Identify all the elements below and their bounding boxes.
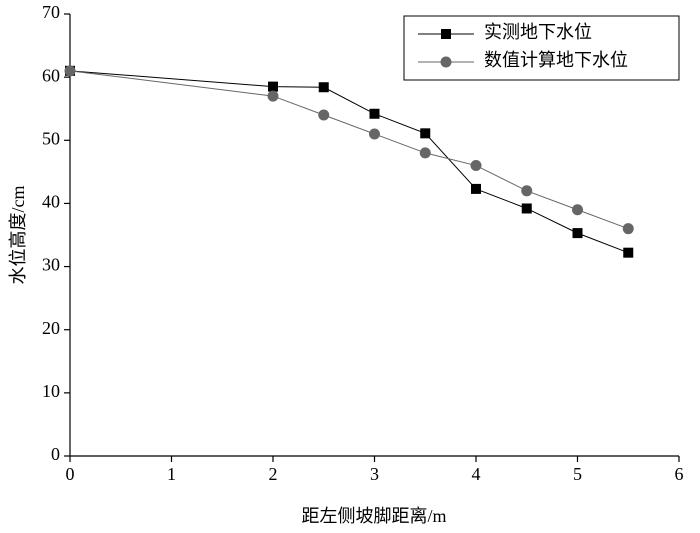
data-point	[572, 228, 583, 239]
x-tick-label: 2	[269, 464, 278, 484]
x-tick-label: 1	[167, 464, 176, 484]
legend-label: 数值计算地下水位	[484, 50, 628, 70]
legend-label: 实测地下水位	[484, 22, 592, 42]
data-point	[318, 82, 329, 93]
legend-box	[403, 15, 680, 81]
data-point	[521, 185, 533, 197]
x-tick-label: 4	[472, 464, 481, 484]
data-point	[572, 204, 583, 216]
y-tick-label: 20	[42, 318, 60, 338]
data-point	[268, 81, 278, 92]
legend-marker	[440, 56, 452, 68]
y-tick-label: 40	[42, 192, 60, 212]
data-point	[471, 183, 481, 194]
series-line	[69, 70, 629, 254]
y-tick-label: 60	[42, 65, 60, 85]
x-tick-label: 5	[573, 464, 582, 484]
data-point	[369, 108, 380, 119]
data-point	[420, 128, 431, 139]
data-point	[622, 223, 634, 235]
data-point	[623, 247, 634, 258]
x-tick-label: 3	[370, 464, 379, 484]
series-line	[69, 70, 629, 230]
legend-marker	[441, 29, 451, 39]
data-point	[64, 65, 76, 77]
data-point	[521, 203, 532, 214]
data-point	[419, 147, 431, 159]
y-tick-label: 50	[42, 128, 60, 148]
y-tick-label: 10	[42, 381, 60, 401]
y-tick-label: 0	[51, 444, 60, 464]
x-tick-label: 6	[675, 464, 684, 484]
y-tick-label: 70	[42, 2, 60, 22]
x-axis-label: 距左侧坡脚距离/m	[301, 506, 446, 526]
data-point	[470, 160, 482, 172]
y-axis-label: 水位高度/cm	[8, 186, 28, 285]
data-point	[267, 90, 279, 102]
y-tick-label: 30	[42, 255, 60, 275]
x-tick-label: 0	[66, 464, 75, 484]
data-point	[318, 109, 330, 121]
data-point	[369, 128, 380, 140]
